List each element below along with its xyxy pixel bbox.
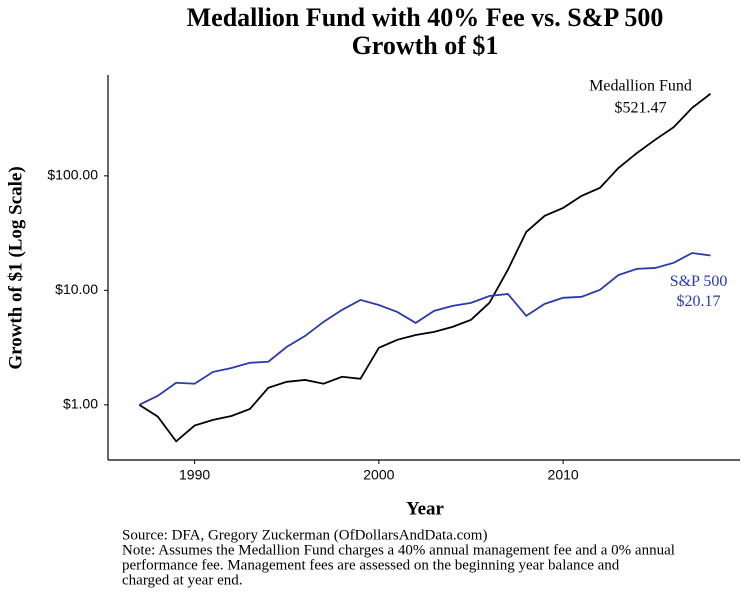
end-label: $521.47 xyxy=(615,99,667,116)
note: performance fee. Management fees are ass… xyxy=(122,557,620,573)
y-tick-label: $1.00 xyxy=(63,396,98,412)
y-axis-label: Growth of $1 (Log Scale) xyxy=(5,166,26,369)
series-line xyxy=(138,252,711,406)
y-tick-label: $100.00 xyxy=(47,167,98,183)
note: charged at year end. xyxy=(122,572,243,588)
series-label: S&P 500 xyxy=(670,273,728,290)
note: Note: Assumes the Medallion Fund charges… xyxy=(122,542,675,558)
chart-title: Medallion Fund with 40% Fee vs. S&P 500 xyxy=(187,3,664,32)
x-tick-label: 2000 xyxy=(363,467,394,483)
chart-subtitle: Growth of $1 xyxy=(352,31,499,60)
end-label: $20.17 xyxy=(677,293,721,310)
x-axis-label: Year xyxy=(406,498,445,519)
series-line xyxy=(138,93,712,443)
source: Source: DFA, Gregory Zuckerman (OfDollar… xyxy=(122,527,487,543)
x-tick-label: 2010 xyxy=(548,467,579,483)
y-tick-label: $10.00 xyxy=(55,281,98,297)
series-label: Medallion Fund xyxy=(589,77,692,94)
x-tick-label: 1990 xyxy=(179,467,210,483)
